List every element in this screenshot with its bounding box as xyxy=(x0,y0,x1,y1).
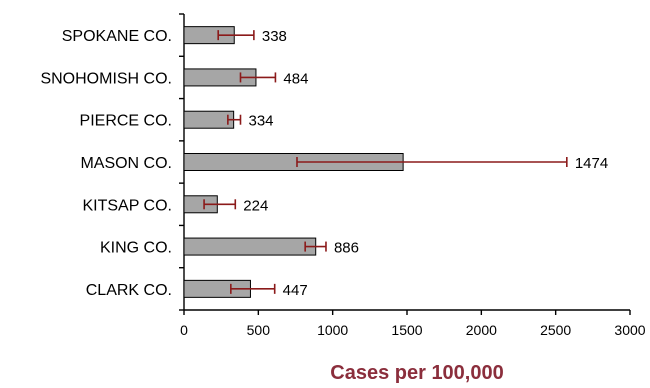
x-tick-label: 0 xyxy=(180,322,188,338)
category-label: SPOKANE CO. xyxy=(62,28,172,45)
x-axis-title: Cases per 100,000 xyxy=(330,362,503,384)
bar xyxy=(184,238,316,255)
category-label: MASON CO. xyxy=(80,155,172,172)
data-label: 338 xyxy=(262,28,287,45)
x-tick-label: 2500 xyxy=(540,322,571,338)
x-tick-label: 3000 xyxy=(614,322,645,338)
data-label: 334 xyxy=(248,113,273,130)
x-tick-label: 500 xyxy=(247,322,271,338)
x-tick-label: 1500 xyxy=(391,322,422,338)
data-label: 484 xyxy=(283,70,308,87)
category-label: KITSAP CO. xyxy=(82,197,172,214)
data-label: 224 xyxy=(243,197,268,214)
category-label: CLARK CO. xyxy=(86,282,172,299)
category-label: PIERCE CO. xyxy=(80,113,172,130)
data-label: 447 xyxy=(283,282,308,299)
category-label: KING CO. xyxy=(100,240,172,257)
bar xyxy=(184,111,234,128)
data-label: 1474 xyxy=(575,155,608,172)
x-tick-label: 1000 xyxy=(317,322,348,338)
category-label: SNOHOMISH CO. xyxy=(40,70,172,87)
x-tick-label: 2000 xyxy=(466,322,497,338)
data-label: 886 xyxy=(334,240,359,257)
